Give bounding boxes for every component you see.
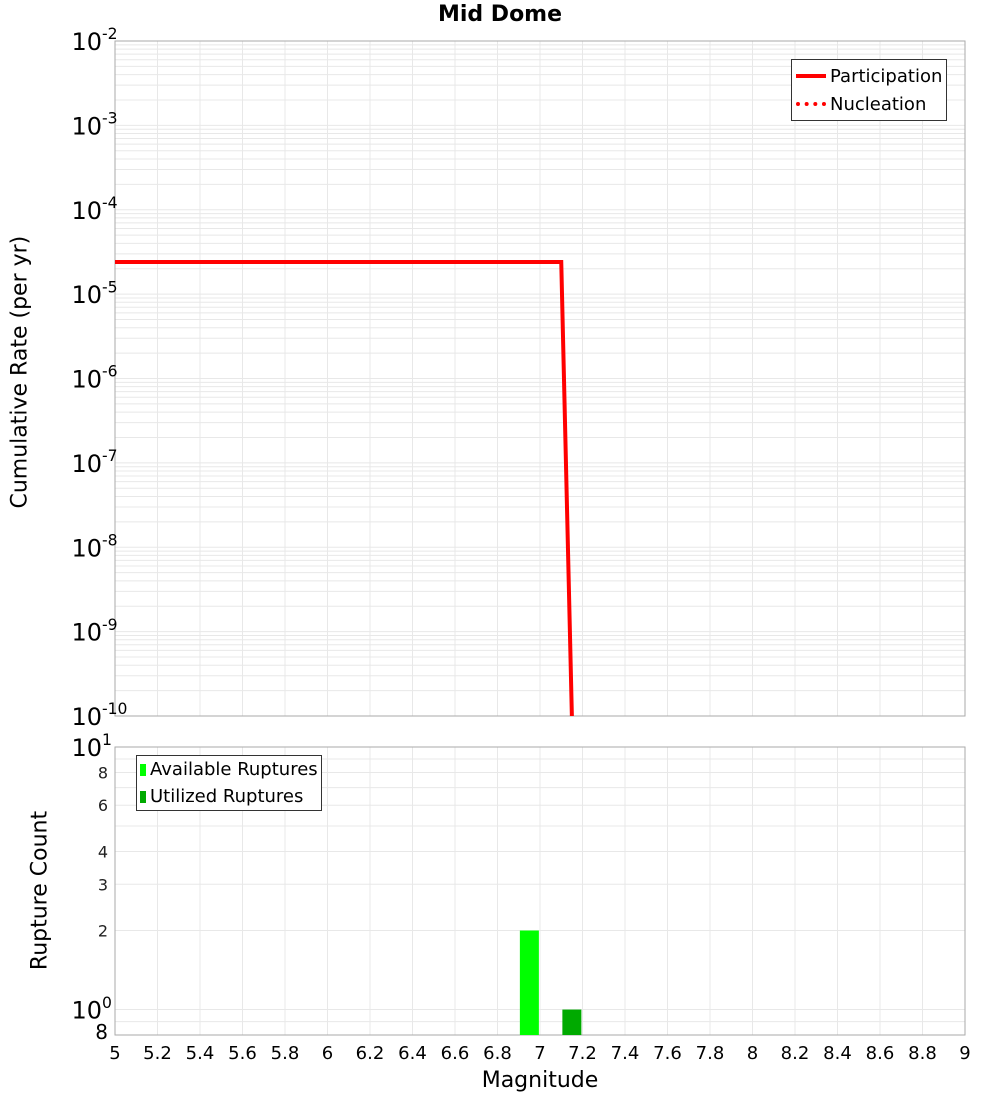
bottom-y-axis-label: Rupture Count xyxy=(27,810,53,971)
svg-text:-8: -8 xyxy=(102,531,118,549)
svg-text:6: 6 xyxy=(98,796,108,815)
bottom-legend: Available Ruptures Utilized Ruptures xyxy=(136,755,322,811)
svg-text:7.6: 7.6 xyxy=(653,1043,682,1064)
svg-text:8.2: 8.2 xyxy=(781,1043,810,1064)
svg-text:10: 10 xyxy=(71,703,102,731)
svg-text:10: 10 xyxy=(71,366,102,394)
utilized-swatch-icon xyxy=(140,790,146,803)
svg-text:7.4: 7.4 xyxy=(611,1043,640,1064)
svg-text:6: 6 xyxy=(322,1043,333,1064)
svg-text:9: 9 xyxy=(959,1043,970,1064)
svg-text:6.6: 6.6 xyxy=(441,1043,470,1064)
svg-text:10: 10 xyxy=(71,534,102,562)
svg-text:10: 10 xyxy=(71,734,102,762)
svg-text:10: 10 xyxy=(71,28,102,56)
legend-item-nucleation: Nucleation xyxy=(796,90,942,118)
svg-text:-10: -10 xyxy=(102,700,127,718)
svg-text:-4: -4 xyxy=(102,194,118,212)
svg-text:-2: -2 xyxy=(102,25,118,43)
svg-text:5.2: 5.2 xyxy=(143,1043,172,1064)
svg-text:-5: -5 xyxy=(102,278,118,296)
top-legend: Participation Nucleation xyxy=(791,59,948,121)
chart-title: Mid Dome xyxy=(437,2,563,27)
legend-item-available: Available Ruptures xyxy=(140,756,318,783)
dotted-line-swatch-icon xyxy=(796,102,826,106)
series-participation xyxy=(115,260,574,717)
svg-text:5.6: 5.6 xyxy=(228,1043,257,1064)
svg-text:6.4: 6.4 xyxy=(398,1043,427,1064)
svg-text:4: 4 xyxy=(98,842,108,861)
bar-utilized-ruptures xyxy=(562,1009,582,1035)
bar-available-ruptures xyxy=(519,930,539,1035)
svg-text:5.8: 5.8 xyxy=(271,1043,300,1064)
svg-text:8: 8 xyxy=(95,1020,108,1044)
top-y-axis-label: Cumulative Rate (per yr) xyxy=(7,235,33,509)
svg-text:10: 10 xyxy=(71,450,102,478)
svg-text:8: 8 xyxy=(747,1043,758,1064)
legend-item-utilized: Utilized Ruptures xyxy=(140,783,318,810)
svg-text:10: 10 xyxy=(71,112,102,140)
solid-line-swatch-icon xyxy=(796,74,826,78)
svg-text:7.2: 7.2 xyxy=(568,1043,597,1064)
svg-text:8: 8 xyxy=(98,763,108,782)
svg-text:-6: -6 xyxy=(102,363,118,381)
svg-text:0: 0 xyxy=(102,994,112,1012)
svg-text:2: 2 xyxy=(98,922,108,941)
svg-text:10: 10 xyxy=(71,281,102,309)
svg-text:8.6: 8.6 xyxy=(866,1043,895,1064)
svg-text:8.8: 8.8 xyxy=(908,1043,937,1064)
svg-text:-7: -7 xyxy=(102,447,118,465)
svg-text:-9: -9 xyxy=(102,616,118,634)
series-nucleation xyxy=(115,261,573,717)
available-swatch-icon xyxy=(140,763,146,776)
svg-text:5.4: 5.4 xyxy=(186,1043,215,1064)
svg-text:6.8: 6.8 xyxy=(483,1043,512,1064)
svg-text:10: 10 xyxy=(71,619,102,647)
svg-text:10: 10 xyxy=(71,197,102,225)
svg-text:6.2: 6.2 xyxy=(356,1043,385,1064)
svg-text:7.8: 7.8 xyxy=(696,1043,725,1064)
svg-text:-3: -3 xyxy=(102,110,118,128)
legend-item-participation: Participation xyxy=(796,62,942,90)
svg-text:10: 10 xyxy=(71,997,102,1025)
svg-text:7: 7 xyxy=(534,1043,545,1064)
svg-text:1: 1 xyxy=(102,731,112,749)
x-axis-label: Magnitude xyxy=(481,1068,599,1093)
svg-text:3: 3 xyxy=(98,875,108,894)
svg-text:8.4: 8.4 xyxy=(823,1043,852,1064)
svg-text:5: 5 xyxy=(109,1043,120,1064)
